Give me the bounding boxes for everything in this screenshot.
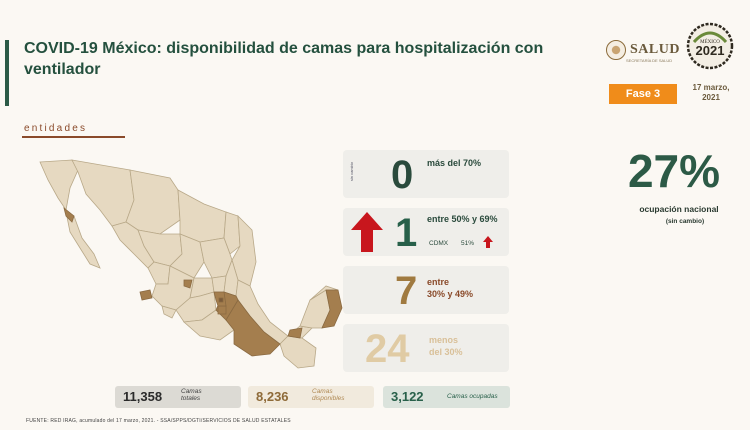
mexico-2021-logo-icon: MÉXICO 2021 (686, 22, 734, 70)
state-quintana-roo (321, 289, 343, 329)
category-30-49: 7 entre 30% y 49% (343, 266, 509, 314)
logo-2021-top-text: MÉXICO (700, 39, 720, 45)
state-chiapas (279, 335, 317, 369)
category-label-line2: del 30% (429, 347, 463, 357)
state-oaxaca (225, 299, 281, 357)
salud-logo-text: SALUD (630, 42, 680, 57)
category-label-line2: 30% y 49% (427, 289, 474, 299)
section-label: entidades (24, 123, 88, 134)
cdmx-percent: 51% (461, 240, 475, 247)
category-below-30: 24 menos del 30% (343, 324, 509, 372)
category-label: más del 70% (427, 158, 482, 168)
category-count: 7 (395, 269, 418, 313)
category-label: menos del 30% (429, 334, 463, 358)
total-beds-value: 11,358 (123, 389, 163, 404)
category-label: entre 50% y 69% (427, 214, 498, 224)
section-underline (22, 136, 125, 138)
category-count: 1 (395, 211, 418, 255)
total-beds-box: 11,358 Camas totales (115, 386, 241, 408)
salud-emblem-icon (606, 40, 626, 60)
state-chihuahua (125, 169, 181, 235)
state-baja-highlight (63, 206, 75, 223)
state-nayarit (147, 261, 171, 285)
category-count: 24 (365, 327, 410, 371)
title-accent-bar (5, 40, 9, 106)
state-nuevo-leon (223, 211, 241, 255)
report-date: 17 marzo, 2021 (692, 83, 730, 102)
logo-2021-year: 2021 (696, 43, 725, 58)
category-label: entre 30% y 49% (427, 276, 473, 300)
total-beds-label: Camas totales (181, 388, 202, 402)
phase-badge: Fase 3 (609, 84, 677, 104)
state-baja-california (39, 159, 79, 212)
cdmx-up-arrow-icon (483, 236, 493, 248)
occupied-beds-label: Camas ocupadas (447, 393, 498, 400)
salud-logo-subtext: SECRETARÍA DE SALUD (626, 58, 673, 63)
up-arrow-icon (351, 212, 383, 252)
available-beds-label: Camas disponibles (312, 388, 345, 402)
national-occupancy-note: (sin cambio) (665, 218, 705, 225)
state-baja-california-sur (65, 211, 101, 269)
source-footer: FUENTE: RED IRAG, acumulado del 17 marzo… (26, 418, 291, 424)
no-change-note: sin cambio (349, 162, 354, 182)
occupied-beds-value: 3,122 (391, 389, 424, 404)
national-occupancy-label: ocupación nacional (639, 204, 719, 214)
cdmx-name: CDMX (429, 240, 449, 247)
state-cdmx (218, 297, 224, 303)
state-tabasco-highlight (287, 327, 303, 339)
national-occupancy-percent: 27% (627, 145, 721, 197)
category-50-69: 1 entre 50% y 69% CDMX 51% (343, 208, 509, 256)
page-title: COVID-19 México: disponibilidad de camas… (24, 40, 544, 78)
state-aguascalientes (183, 279, 193, 289)
category-above-70: sin cambio 0 más del 70% (343, 150, 509, 198)
state-morelos (217, 305, 227, 315)
state-colima (161, 305, 177, 319)
occupied-beds-box: 3,122 Camas ocupadas (383, 386, 510, 408)
mexico-states-map (39, 159, 343, 369)
available-beds-value: 8,236 (256, 389, 289, 404)
category-count: 0 (391, 153, 414, 197)
state-coahuila (177, 189, 227, 243)
category-label-line1: entre (427, 277, 450, 287)
state-sonora (71, 159, 135, 227)
state-nayarit-coast (139, 289, 153, 301)
salud-logo: SALUD (606, 40, 680, 60)
available-beds-box: 8,236 Camas disponibles (248, 386, 374, 408)
category-label-line1: menos (429, 335, 459, 345)
